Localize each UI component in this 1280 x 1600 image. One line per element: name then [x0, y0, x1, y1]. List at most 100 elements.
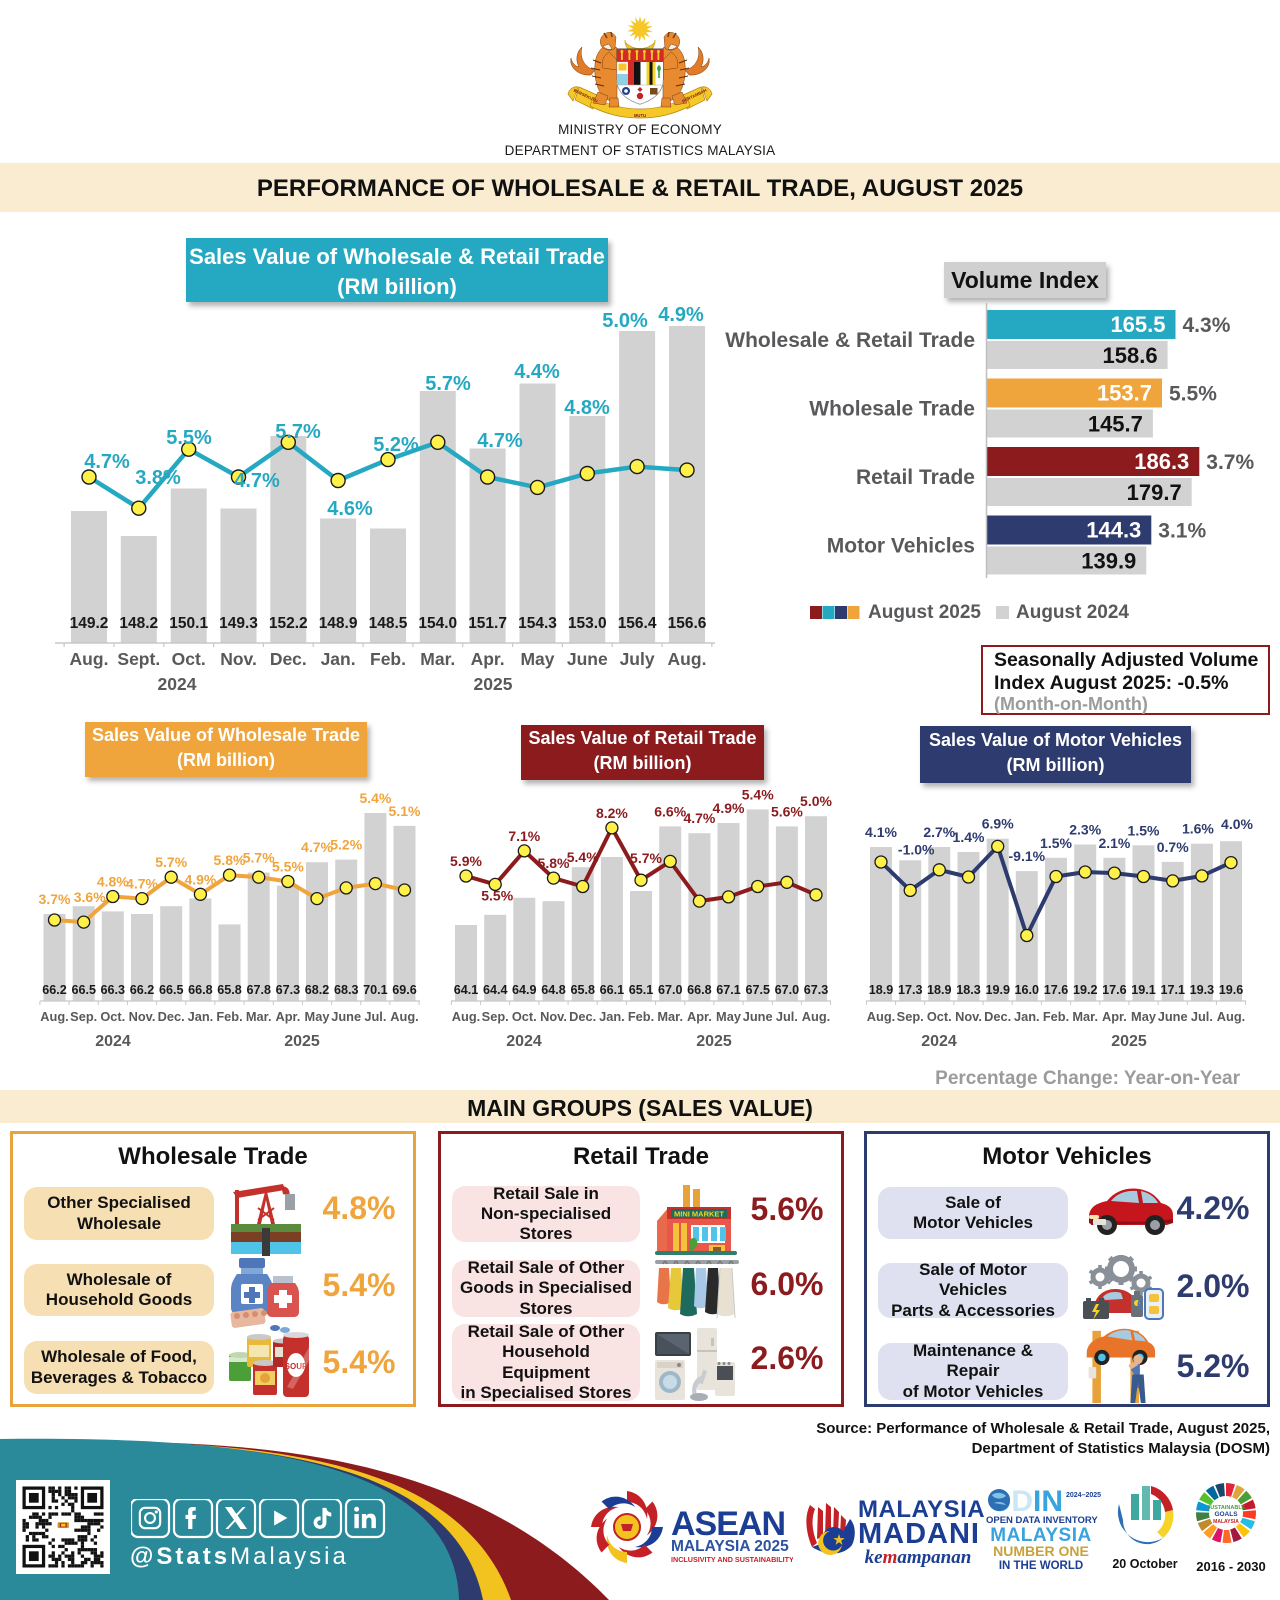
svg-text:17.3: 17.3 — [898, 983, 923, 997]
svg-text:3.8%: 3.8% — [135, 467, 181, 489]
svg-text:2025: 2025 — [284, 1033, 320, 1050]
svg-text:67.1: 67.1 — [716, 983, 741, 997]
svg-text:May: May — [305, 1009, 331, 1024]
svg-text:64.4: 64.4 — [483, 983, 508, 997]
svg-text:67.3: 67.3 — [804, 983, 829, 997]
svg-text:Aug.: Aug. — [1217, 1009, 1245, 1024]
svg-text:154.0: 154.0 — [418, 615, 457, 632]
svg-text:19.3: 19.3 — [1190, 983, 1215, 997]
svg-text:3.1%: 3.1% — [1158, 520, 1206, 543]
svg-text:4.3%: 4.3% — [1183, 314, 1231, 337]
svg-text:Feb.: Feb. — [1043, 1009, 1069, 1024]
svg-text:Dec.: Dec. — [984, 1009, 1011, 1024]
svg-text:145.7: 145.7 — [1088, 412, 1143, 437]
svg-text:67.0: 67.0 — [775, 983, 800, 997]
svg-text:SOUP: SOUP — [285, 1362, 308, 1371]
svg-text:Oct.: Oct. — [172, 649, 206, 669]
svg-text:August 2024: August 2024 — [1016, 602, 1129, 623]
svg-text:5.8%: 5.8% — [214, 852, 246, 868]
svg-text:16.0: 16.0 — [1015, 983, 1040, 997]
svg-text:67.5: 67.5 — [745, 983, 770, 997]
svg-text:65.8: 65.8 — [217, 983, 242, 997]
svg-text:5.4%: 5.4% — [567, 849, 599, 865]
svg-text:Jan.: Jan. — [599, 1009, 625, 1024]
svg-text:153.0: 153.0 — [568, 615, 607, 632]
svg-text:Nov.: Nov. — [220, 649, 257, 669]
svg-text:June: June — [567, 649, 608, 669]
svg-text:Wholesale Trade: Wholesale Trade — [809, 398, 975, 421]
svg-text:4.7%: 4.7% — [234, 470, 280, 492]
svg-text:OPEN DATA INVENTORY: OPEN DATA INVENTORY — [986, 1515, 1098, 1526]
svg-text:179.7: 179.7 — [1127, 480, 1182, 505]
svg-text:4.6%: 4.6% — [327, 498, 373, 520]
svg-text:5.6%: 5.6% — [771, 803, 803, 819]
svg-text:Sep.: Sep. — [482, 1009, 509, 1024]
svg-text:6.6%: 6.6% — [654, 803, 686, 819]
svg-text:2024: 2024 — [921, 1033, 957, 1050]
svg-text:May: May — [1131, 1009, 1157, 1024]
svg-text:-1.0%: -1.0% — [898, 841, 935, 857]
svg-text:144.3: 144.3 — [1086, 518, 1141, 543]
svg-text:18.3: 18.3 — [956, 983, 981, 997]
svg-text:4.9%: 4.9% — [658, 304, 704, 326]
svg-text:Jan.: Jan. — [1014, 1009, 1040, 1024]
svg-text:139.9: 139.9 — [1081, 549, 1136, 574]
svg-text:165.5: 165.5 — [1110, 312, 1165, 337]
svg-text:5.0%: 5.0% — [602, 310, 648, 332]
svg-text:158.6: 158.6 — [1103, 343, 1158, 368]
svg-text:5.1%: 5.1% — [389, 803, 421, 819]
svg-text:17.6: 17.6 — [1044, 983, 1069, 997]
svg-text:Dec.: Dec. — [158, 1009, 185, 1024]
svg-text:8.2%: 8.2% — [596, 805, 628, 821]
svg-text:4.7%: 4.7% — [126, 876, 158, 892]
svg-text:June: June — [331, 1009, 361, 1024]
svg-text:1.5%: 1.5% — [1040, 835, 1072, 851]
svg-text:17.1: 17.1 — [1160, 983, 1185, 997]
svg-text:2024: 2024 — [95, 1033, 131, 1050]
svg-text:64.9: 64.9 — [512, 983, 537, 997]
svg-text:5.7%: 5.7% — [243, 850, 275, 866]
svg-text:3.6%: 3.6% — [74, 889, 106, 905]
svg-text:64.1: 64.1 — [454, 983, 479, 997]
svg-text:65.8: 65.8 — [570, 983, 595, 997]
svg-text:May: May — [520, 649, 554, 669]
svg-text:66.2: 66.2 — [42, 983, 67, 997]
svg-text:Sep.: Sep. — [897, 1009, 924, 1024]
svg-text:5.8%: 5.8% — [538, 855, 570, 871]
svg-text:4.1%: 4.1% — [865, 824, 897, 840]
svg-text:5.5%: 5.5% — [481, 887, 513, 903]
svg-text:Mar.: Mar. — [657, 1009, 683, 1024]
svg-text:0.7%: 0.7% — [1157, 839, 1189, 855]
svg-text:66.8: 66.8 — [687, 983, 712, 997]
svg-text:5.5%: 5.5% — [1169, 383, 1217, 406]
svg-text:Aug.: Aug. — [668, 649, 707, 669]
svg-text:64.8: 64.8 — [541, 983, 566, 997]
svg-text:19.1: 19.1 — [1131, 983, 1156, 997]
svg-text:June: June — [1158, 1009, 1188, 1024]
svg-text:6.9%: 6.9% — [982, 816, 1014, 832]
svg-text:Wholesale & Retail Trade: Wholesale & Retail Trade — [725, 329, 975, 352]
svg-text:149.2: 149.2 — [70, 615, 109, 632]
svg-text:152.2: 152.2 — [269, 615, 308, 632]
svg-text:2024–2025: 2024–2025 — [1066, 1492, 1101, 1499]
svg-text:5.2%: 5.2% — [330, 837, 362, 853]
svg-text:4.0%: 4.0% — [1221, 816, 1253, 832]
svg-text:67.0: 67.0 — [658, 983, 683, 997]
svg-text:INCLUSIVITY AND SUSTAINABILITY: INCLUSIVITY AND SUSTAINABILITY — [671, 1555, 793, 1564]
svg-text:65.1: 65.1 — [629, 983, 654, 997]
svg-text:Feb.: Feb. — [216, 1009, 242, 1024]
svg-text:Apr.: Apr. — [687, 1009, 712, 1024]
svg-text:4.8%: 4.8% — [564, 397, 610, 419]
svg-text:2024: 2024 — [158, 674, 197, 694]
svg-text:5.7%: 5.7% — [425, 373, 471, 395]
svg-text:Mar.: Mar. — [1072, 1009, 1098, 1024]
svg-text:4.4%: 4.4% — [514, 361, 560, 383]
svg-text:66.5: 66.5 — [71, 983, 96, 997]
svg-text:4.7%: 4.7% — [301, 839, 333, 855]
svg-text:153.7: 153.7 — [1097, 381, 1152, 406]
svg-text:August 2025: August 2025 — [868, 602, 981, 623]
svg-text:148.2: 148.2 — [119, 615, 158, 632]
svg-text:4.7%: 4.7% — [477, 430, 523, 452]
svg-text:5.7%: 5.7% — [275, 421, 321, 443]
svg-text:July: July — [620, 649, 655, 669]
